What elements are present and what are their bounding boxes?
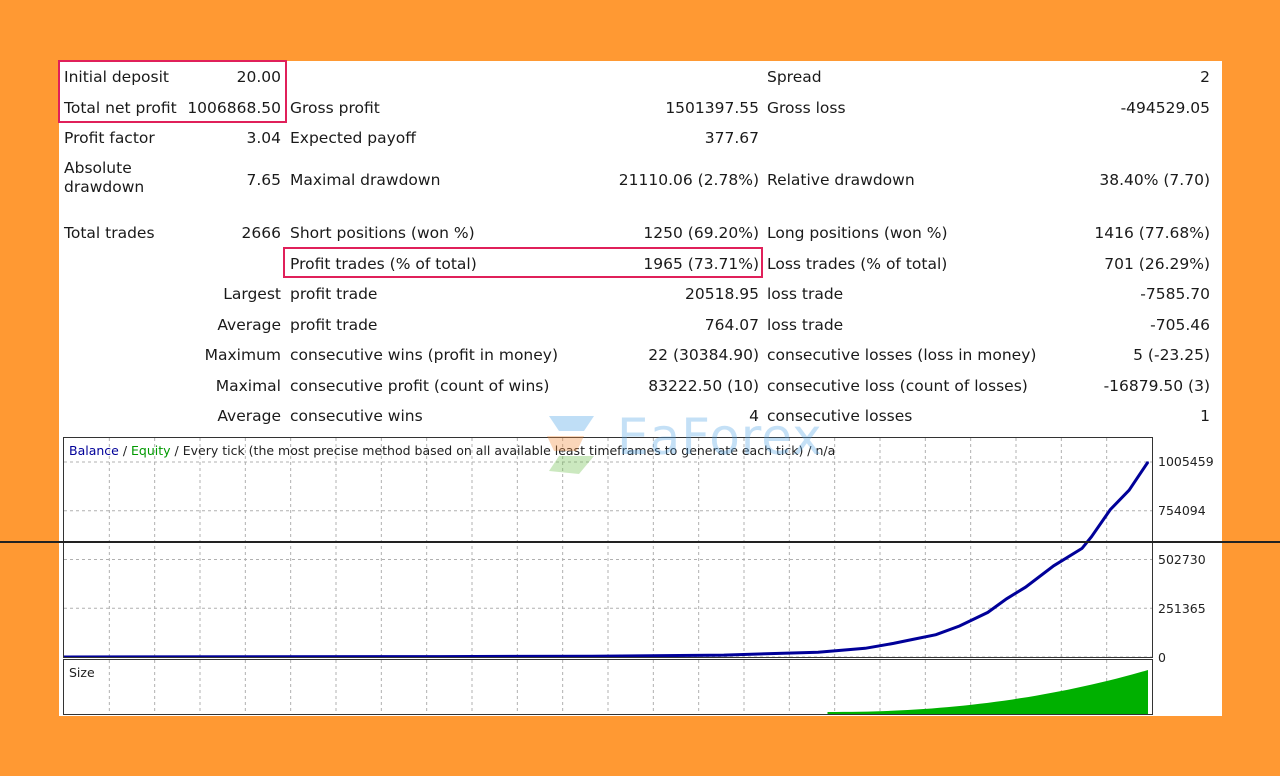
balance-point bbox=[64, 656, 65, 657]
maximum-profit-value: 22 (30384.90) bbox=[648, 346, 759, 364]
balance-point bbox=[723, 654, 725, 656]
largest-profit-value: 20518.95 bbox=[685, 285, 759, 303]
balance-point bbox=[935, 633, 937, 636]
largest-profit-label: profit trade bbox=[290, 285, 378, 303]
average-loss-label: loss trade bbox=[767, 316, 844, 334]
balance-point bbox=[986, 611, 989, 614]
balance-point bbox=[251, 656, 254, 657]
profit-factor-label: Profit factor bbox=[64, 129, 155, 147]
maximum-loss-value: 5 (-23.25) bbox=[1133, 346, 1210, 364]
balance-point bbox=[864, 647, 867, 650]
balance-point bbox=[1128, 489, 1130, 492]
absolute-drawdown-value: 7.65 bbox=[246, 171, 281, 189]
legend-balance: Balance bbox=[69, 443, 119, 458]
balance-line bbox=[64, 461, 1150, 657]
gross-loss-label: Gross loss bbox=[767, 99, 846, 117]
stats-table: Initial deposit 20.00 Spread 2 Total net… bbox=[58, 60, 1222, 436]
average-consec-profit-label: consecutive wins bbox=[290, 407, 423, 425]
spread-label: Spread bbox=[767, 68, 822, 86]
average-profit-value: 764.07 bbox=[704, 316, 759, 334]
y-tick-label: 0 bbox=[1158, 650, 1166, 665]
relative-drawdown-value: 38.40% (7.70) bbox=[1099, 171, 1210, 189]
chart-plot-area: Balance / Equity / Every tick (the most … bbox=[63, 437, 1153, 658]
balance-point bbox=[440, 655, 442, 657]
chart-title: Balance / Equity / Every tick (the most … bbox=[69, 443, 835, 458]
average-profit-label: profit trade bbox=[290, 316, 378, 334]
average-consec-profit-value: 4 bbox=[749, 407, 759, 425]
balance-point bbox=[911, 638, 914, 641]
maximal-loss-label: consecutive loss (count of losses) bbox=[767, 377, 1028, 395]
average-prefix: Average bbox=[217, 316, 281, 334]
legend-rest: / Every tick (the most precise method ba… bbox=[170, 443, 836, 458]
loss-trades-label: Loss trades (% of total) bbox=[767, 255, 948, 273]
chart-svg bbox=[64, 438, 1152, 657]
largest-prefix: Largest bbox=[223, 285, 281, 303]
total-net-profit-label: Total net profit bbox=[64, 99, 177, 117]
average-consec-loss-label: consecutive losses bbox=[767, 407, 913, 425]
balance-point bbox=[958, 625, 961, 627]
spread-value: 2 bbox=[1200, 68, 1210, 86]
average-consec-loss-value: 1 bbox=[1200, 407, 1210, 425]
balance-point bbox=[1005, 598, 1008, 600]
expected-payoff-value: 377.67 bbox=[704, 129, 759, 147]
report-panel: Initial deposit 20.00 Spread 2 Total net… bbox=[0, 60, 1280, 716]
long-positions-value: 1416 (77.68%) bbox=[1094, 224, 1210, 242]
maximum-prefix: Maximum bbox=[204, 346, 281, 364]
absolute-drawdown-label: Absolute drawdown bbox=[64, 159, 145, 196]
balance-point bbox=[1090, 535, 1093, 538]
horizontal-divider-line bbox=[0, 541, 1280, 543]
balance-point bbox=[1052, 565, 1055, 567]
balance-point bbox=[1147, 461, 1149, 463]
relative-drawdown-label: Relative drawdown bbox=[767, 171, 915, 189]
maximal-drawdown-value: 21110.06 (2.78%) bbox=[618, 171, 759, 189]
profit-trades-label: Profit trades (% of total) bbox=[290, 255, 477, 273]
maximal-profit-label: consecutive profit (count of wins) bbox=[290, 377, 550, 395]
gross-profit-label: Gross profit bbox=[290, 99, 380, 117]
balance-point bbox=[591, 655, 593, 657]
size-svg bbox=[108, 660, 1148, 714]
y-tick-label: 754094 bbox=[1158, 503, 1206, 518]
balance-point bbox=[1024, 586, 1027, 588]
gross-profit-value: 1501397.55 bbox=[665, 99, 759, 117]
balance-point bbox=[892, 642, 895, 645]
largest-loss-label: loss trade bbox=[767, 285, 844, 303]
y-tick-label: 1005459 bbox=[1158, 454, 1214, 469]
y-tick-label: 251365 bbox=[1158, 601, 1206, 616]
legend-sep: / bbox=[118, 443, 132, 458]
profit-factor-value: 3.04 bbox=[246, 129, 281, 147]
maximal-profit-value: 83222.50 (10) bbox=[648, 377, 759, 395]
balance-point bbox=[1109, 508, 1112, 511]
total-net-profit-value: 1006868.50 bbox=[187, 99, 281, 117]
total-trades-value: 2666 bbox=[241, 224, 281, 242]
total-trades-label: Total trades bbox=[64, 224, 155, 242]
balance-point bbox=[1081, 547, 1083, 550]
maximal-drawdown-label: Maximal drawdown bbox=[290, 171, 441, 189]
average-loss-value: -705.46 bbox=[1150, 316, 1210, 334]
long-positions-label: Long positions (won %) bbox=[767, 224, 948, 242]
highlight-box-profit-trades bbox=[283, 247, 763, 278]
y-tick-label: 502730 bbox=[1158, 552, 1206, 567]
legend-equity: Equity bbox=[131, 443, 171, 458]
short-positions-value: 1250 (69.20%) bbox=[643, 224, 759, 242]
initial-deposit-value: 20.00 bbox=[236, 68, 281, 86]
profit-trades-value: 1965 (73.71%) bbox=[643, 255, 759, 273]
size-chart: Size bbox=[63, 659, 1153, 715]
short-positions-label: Short positions (won %) bbox=[290, 224, 475, 242]
gross-loss-value: -494529.05 bbox=[1120, 99, 1210, 117]
balance-point bbox=[817, 651, 819, 653]
size-area bbox=[827, 670, 1148, 714]
largest-loss-value: -7585.70 bbox=[1140, 285, 1210, 303]
expected-payoff-label: Expected payoff bbox=[290, 129, 416, 147]
balance-chart: Balance / Equity / Every tick (the most … bbox=[63, 437, 1219, 665]
average-consec-prefix: Average bbox=[217, 407, 281, 425]
size-title: Size bbox=[69, 665, 95, 680]
initial-deposit-label: Initial deposit bbox=[64, 68, 169, 86]
maximal-loss-value: -16879.50 (3) bbox=[1103, 377, 1210, 395]
maximum-loss-label: consecutive losses (loss in money) bbox=[767, 346, 1037, 364]
maximal-prefix: Maximal bbox=[215, 377, 281, 395]
maximum-profit-label: consecutive wins (profit in money) bbox=[290, 346, 559, 364]
loss-trades-value: 701 (26.29%) bbox=[1104, 255, 1210, 273]
highlight-box-deposit-profit bbox=[58, 60, 287, 123]
